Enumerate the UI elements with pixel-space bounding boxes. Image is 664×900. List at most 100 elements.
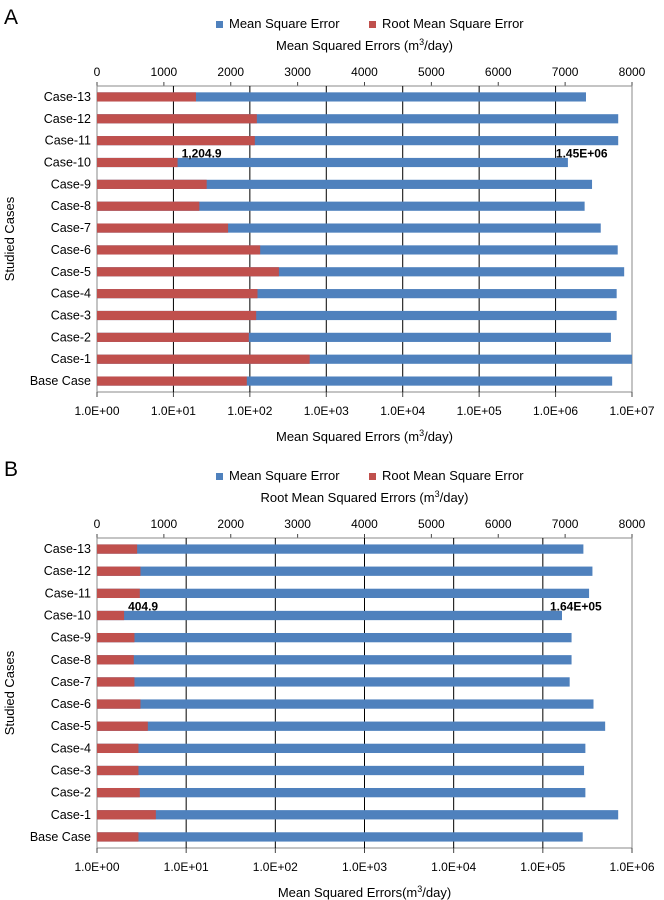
- bar-rmse: [97, 699, 141, 709]
- bar-mse: [97, 332, 611, 342]
- bar-mse: [97, 544, 584, 554]
- top-axis-tick-label: 1000: [151, 517, 178, 531]
- bottom-axis-title-end: /day): [422, 885, 451, 900]
- bottom-axis-title-main: Mean Squared Errors(m: [278, 885, 417, 900]
- bar-rmse: [97, 332, 249, 342]
- bottom-axis-tick-label: 1.0E+01: [164, 860, 209, 874]
- bar-mse: [97, 721, 606, 731]
- legend-swatch-rmse: [369, 21, 376, 28]
- legend-label-rmse: Root Mean Square Error: [382, 16, 524, 31]
- category-label: Case-1: [51, 808, 91, 822]
- bottom-axis-tick-label: 1.0E+00: [74, 404, 119, 418]
- bottom-axis-title-end: /day): [424, 429, 453, 444]
- bottom-axis-tick-label: 1.0E+06: [609, 860, 654, 874]
- category-label: Case-5: [51, 265, 91, 279]
- category-label: Case-2: [51, 330, 91, 344]
- top-axis-title-end: /day): [424, 38, 453, 53]
- bar-mse: [97, 157, 568, 168]
- top-axis-tick-label: 5000: [418, 65, 445, 79]
- bar-mse: [97, 566, 593, 576]
- bar-rmse: [97, 721, 148, 731]
- top-axis-tick-label: 5000: [418, 517, 445, 531]
- bar-rmse: [97, 544, 138, 554]
- legend-swatch-mse: [216, 473, 223, 480]
- bottom-axis-tick-label: 1.0E+02: [227, 404, 272, 418]
- bar-rmse: [97, 223, 229, 233]
- chart-panel-b: B Mean Square Error Root Mean Square Error…: [2, 458, 655, 900]
- top-axis-title-end: /day): [440, 490, 469, 505]
- bar-mse: [97, 179, 593, 189]
- bar-rmse: [97, 201, 200, 211]
- bottom-axis-tick-label: 1.0E+03: [304, 404, 349, 418]
- top-axis-tick-label: 2000: [217, 517, 244, 531]
- category-label: Case-6: [51, 243, 91, 257]
- category-label: Case-8: [51, 653, 91, 667]
- plot-area: [96, 85, 633, 393]
- top-axis-tick-label: 8000: [619, 517, 646, 531]
- bar-mse: [97, 289, 617, 299]
- top-axis-tick-label: 7000: [552, 517, 579, 531]
- bar-mse: [97, 810, 619, 820]
- top-axis-tick-label: 0: [94, 517, 101, 531]
- category-label: Case-9: [51, 631, 91, 645]
- bar-mse: [97, 310, 617, 321]
- bar-rmse: [97, 289, 258, 299]
- bar-rmse: [97, 267, 279, 277]
- bottom-axis-tick-label: 1.0E+00: [74, 860, 119, 874]
- top-axis-tick-label: 0: [94, 65, 101, 79]
- bar-mse: [97, 223, 601, 233]
- bar-mse: [97, 743, 586, 754]
- top-axis-tick-label: 6000: [485, 517, 512, 531]
- bottom-axis-tick-label: 1.0E+04: [431, 860, 476, 874]
- y-axis-title: Studied Cases: [2, 650, 17, 735]
- top-axis-tick-label: 6000: [485, 65, 512, 79]
- top-axis-tick-label: 4000: [351, 517, 378, 531]
- bar-mse: [97, 699, 594, 709]
- category-label: Case-1: [51, 352, 91, 366]
- bar-rmse: [97, 765, 139, 776]
- bar-rmse: [97, 354, 310, 364]
- bottom-axis-tick-label: 1.0E+04: [380, 404, 425, 418]
- legend-label-mse: Mean Square Error: [229, 468, 340, 483]
- top-axis-tick-label: 3000: [284, 65, 311, 79]
- bottom-axis-tick-label: 1.0E+06: [533, 404, 578, 418]
- bar-rmse: [97, 787, 140, 798]
- category-label: Case-3: [51, 764, 91, 778]
- top-axis-tick-label: 4000: [351, 65, 378, 79]
- bar-rmse: [97, 92, 196, 102]
- category-label: Case-8: [51, 199, 91, 213]
- category-label: Case-2: [51, 786, 91, 800]
- panel-label: A: [4, 6, 18, 29]
- category-label: Case-3: [51, 309, 91, 323]
- legend-swatch-rmse: [369, 473, 376, 480]
- bar-rmse: [97, 832, 139, 842]
- category-label: Case-4: [51, 741, 91, 755]
- bar-mse: [97, 92, 586, 102]
- top-axis-title-main: Root Mean Squared Errors (m: [260, 490, 434, 505]
- category-label: Case-6: [51, 697, 91, 711]
- category-label: Case-4: [51, 287, 91, 301]
- bar-rmse: [97, 677, 135, 687]
- bar-rmse: [97, 136, 255, 146]
- category-label: Case-9: [51, 177, 91, 191]
- data-label: 1.64E+05: [550, 600, 602, 614]
- bottom-axis-title-sup: 3: [417, 884, 422, 894]
- top-axis-tick-label: 3000: [284, 517, 311, 531]
- data-label: 404.9: [128, 600, 158, 614]
- top-axis-title: Root Mean Squared Errors (m3/day): [260, 489, 468, 505]
- bar-mse: [97, 376, 613, 386]
- bar-mse: [97, 354, 632, 364]
- bar-mse: [97, 765, 585, 776]
- legend-label-rmse: Root Mean Square Error: [382, 468, 524, 483]
- category-label: Base Case: [30, 830, 91, 844]
- top-axis-title-sup: 3: [435, 489, 440, 499]
- bar-rmse: [97, 114, 257, 124]
- bar-mse: [97, 632, 572, 643]
- category-label: Base Case: [30, 374, 91, 388]
- bar-mse: [97, 787, 586, 798]
- category-label: Case-7: [51, 675, 91, 689]
- top-axis-tick-label: 8000: [619, 65, 646, 79]
- top-axis-title-main: Mean Squared Errors (m: [276, 38, 419, 53]
- bottom-axis-title: Mean Squared Errors(m3/day): [278, 884, 451, 900]
